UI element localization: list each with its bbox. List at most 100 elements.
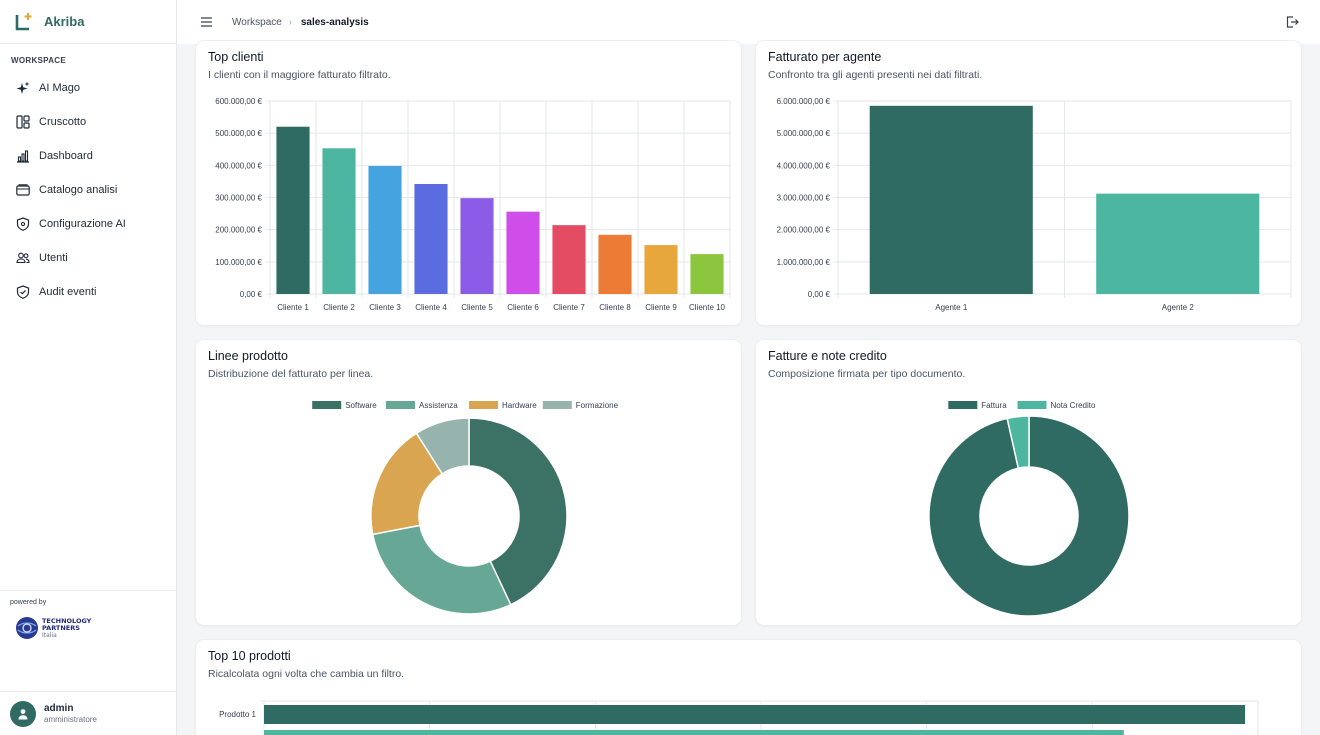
legend-swatch: [1017, 401, 1047, 409]
bar-chart-icon: [16, 149, 30, 163]
bar: [264, 730, 1124, 735]
y-tick-label: 6.000.000,00 €: [777, 97, 831, 106]
breadcrumb-current: sales-analysis: [300, 16, 369, 28]
bar: [276, 126, 310, 294]
technology-partners-logo[interactable]: TECHNOLOGY PARTNERS Italia: [15, 616, 166, 640]
fatturato-agente-bar-chart: 0,00 € 1.000.000,00 € 2.000.000,00 € 3.000.…: [777, 97, 1292, 312]
legend-swatch: [312, 401, 342, 409]
legend-swatch: [948, 401, 978, 409]
y-tick-label: 200.000,00 €: [215, 226, 262, 235]
legend-label: Hardware: [502, 401, 537, 410]
y-tick-label: 300.000,00 €: [215, 194, 262, 203]
sidebar-item-label: AI Mago: [39, 82, 80, 94]
card-title: Top clienti: [208, 50, 264, 64]
powered-by-section: powered by TECHNOLOGY PARTNERS Italia: [0, 590, 176, 648]
legend-label: Assistenza: [419, 401, 458, 410]
partner-logo-line: Italia: [42, 631, 57, 639]
partner-logo-line: TECHNOLOGY: [42, 616, 92, 625]
y-tick-label: 5.000.000,00 €: [777, 129, 831, 138]
card-subtitle: Ricalcolata ogni volta che cambia un fil…: [208, 668, 405, 680]
bar: [414, 183, 448, 294]
bar: [460, 198, 494, 294]
sidebar-item-utenti[interactable]: Utenti: [0, 241, 176, 275]
bar: [552, 225, 586, 294]
users-icon: [16, 251, 30, 265]
y-tick-label: 100.000,00 €: [215, 258, 262, 267]
bar: [644, 245, 678, 294]
sidebar-item-label: Configurazione AI: [39, 218, 126, 230]
x-tick-label: Agente 1: [935, 303, 968, 312]
x-tick-label: Cliente 7: [553, 303, 585, 312]
card-fatturato-agente: Fatturato per agente Confronto tra gli a…: [755, 40, 1302, 326]
menu-toggle-icon[interactable]: [197, 13, 215, 31]
card-linee-prodotto: Linee prodotto Distribuzione del fattura…: [195, 339, 742, 626]
shield-icon: [16, 217, 30, 231]
sidebar-item-catalogo-analisi[interactable]: Catalogo analisi: [0, 173, 176, 207]
sidebar-item-label: Dashboard: [39, 150, 93, 162]
x-tick-label: Cliente 4: [415, 303, 447, 312]
bar: [264, 705, 1246, 724]
sidebar-item-configurazione-ai[interactable]: Configurazione AI: [0, 207, 176, 241]
card-top-prodotti: Top 10 prodotti Ricalcolata ogni volta c…: [195, 639, 1302, 735]
card-title: Fatturato per agente: [768, 50, 882, 64]
card-fatture-note: Fatture e note credito Composizione firm…: [755, 339, 1302, 626]
y-tick-label: 500.000,00 €: [215, 129, 262, 138]
avatar: [10, 700, 36, 727]
legend-swatch: [469, 401, 498, 409]
logout-icon[interactable]: [1285, 15, 1299, 29]
y-tick-label: 3.000.000,00 €: [777, 194, 831, 203]
akriba-logo-icon: [15, 12, 34, 31]
breadcrumb-workspace[interactable]: Workspace: [232, 16, 282, 28]
top-prodotti-bar-chart: Prodotto 1Prodotto 2: [219, 700, 1259, 735]
legend-label: Formazione: [576, 401, 619, 410]
sidebar-item-label: Catalogo analisi: [39, 184, 118, 196]
bar: [322, 148, 356, 294]
bar: [869, 105, 1033, 294]
sidebar-section-label: WORKSPACE: [11, 56, 66, 65]
donut-slice: [415, 417, 470, 475]
bar: [506, 211, 540, 294]
top-header: Workspace › sales-analysis: [177, 0, 1320, 44]
sidebar-item-ai-mago[interactable]: AI Mago: [0, 71, 176, 105]
legend-swatch: [386, 401, 415, 409]
bar: [598, 234, 632, 294]
sidebar-item-label: Cruscotto: [39, 116, 87, 128]
x-tick-label: Cliente 9: [645, 303, 677, 312]
x-tick-label: Cliente 3: [369, 303, 401, 312]
card-title: Fatture e note credito: [768, 349, 887, 363]
y-tick-label: 0,00 €: [240, 290, 263, 299]
y-tick-label: Prodotto 1: [219, 710, 256, 719]
sidebar-item-label: Utenti: [39, 252, 68, 264]
x-tick-label: Cliente 1: [277, 303, 309, 312]
x-tick-label: Cliente 10: [689, 303, 726, 312]
app-name: Akriba: [44, 14, 85, 29]
user-profile[interactable]: admin amministratore: [0, 691, 176, 735]
card-title: Top 10 prodotti: [208, 649, 291, 663]
donut-slice: [928, 415, 1130, 617]
y-tick-label: 2.000.000,00 €: [777, 226, 831, 235]
x-tick-label: Cliente 8: [599, 303, 631, 312]
donut-slice: [371, 524, 512, 615]
sidebar-item-dashboard[interactable]: Dashboard: [0, 139, 176, 173]
legend-label: Nota Credito: [1051, 401, 1096, 410]
x-tick-label: Cliente 5: [461, 303, 493, 312]
sidebar-item-cruscotto[interactable]: Cruscotto: [0, 105, 176, 139]
bar: [690, 254, 724, 294]
card-title: Linee prodotto: [208, 349, 288, 363]
sidebar-item-audit-eventi[interactable]: Audit eventi: [0, 275, 176, 309]
y-tick-label: 4.000.000,00 €: [777, 161, 831, 170]
shield-check-icon: [16, 285, 30, 299]
card-subtitle: Composizione firmata per tipo documento.: [768, 368, 966, 380]
legend-label: Software: [345, 401, 377, 410]
bar: [1096, 193, 1260, 294]
partner-logo-line: PARTNERS: [42, 623, 80, 632]
fatture-note-donut-chart: Fattura Nota Credito: [928, 401, 1130, 617]
layout-icon: [16, 115, 30, 129]
linee-prodotto-donut-chart: Software Assistenza Hardware Formazione: [312, 401, 619, 615]
legend-label: Fattura: [981, 401, 1007, 410]
x-tick-label: Cliente 6: [507, 303, 539, 312]
card-subtitle: I clienti con il maggiore fatturato filt…: [208, 69, 391, 81]
sparkle-icon: [16, 81, 30, 95]
card-top-clienti: Top clienti I clienti con il maggiore fa…: [195, 40, 742, 326]
brand[interactable]: Akriba: [0, 0, 176, 44]
